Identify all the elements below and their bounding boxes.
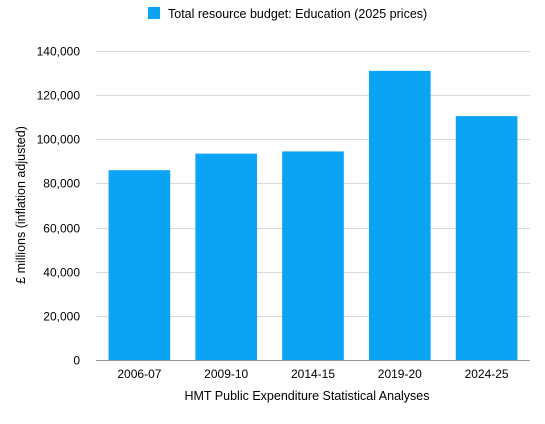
x-tick-label: 2006-07 [117, 367, 161, 381]
y-tick-label: 0 [73, 354, 80, 368]
x-axis-tick-labels: 2006-07 2009-10 2014-15 2019-20 2024-25 [117, 367, 509, 381]
y-tick-label: 20,000 [43, 310, 80, 324]
y-tick-label: 100,000 [37, 133, 81, 147]
x-tick-label: 2024-25 [465, 367, 509, 381]
y-tick-label: 140,000 [37, 45, 81, 59]
y-tick-label: 80,000 [43, 177, 80, 191]
x-tick-label: 2014-15 [291, 367, 335, 381]
legend-label: Total resource budget: Education (2025 p… [168, 7, 427, 21]
bar [282, 151, 344, 360]
legend-swatch [148, 7, 160, 19]
x-tick-label: 2019-20 [378, 367, 422, 381]
y-tick-label: 120,000 [37, 89, 81, 103]
y-axis-tick-labels: 0 20,000 40,000 60,000 80,000 100,000 120,000 1… [37, 45, 81, 368]
bar [368, 70, 431, 360]
bar [455, 116, 518, 360]
y-tick-label: 60,000 [43, 222, 80, 236]
bar [195, 153, 258, 360]
bar [108, 170, 171, 360]
y-axis-title: £ millions (inflation adjusted) [14, 126, 28, 284]
legend: Total resource budget: Education (2025 p… [148, 7, 427, 21]
bars [108, 70, 518, 360]
x-axis-title: HMT Public Expenditure Statistical Analy… [184, 389, 429, 403]
x-tick-label: 2009-10 [204, 367, 248, 381]
y-tick-label: 40,000 [43, 266, 80, 280]
